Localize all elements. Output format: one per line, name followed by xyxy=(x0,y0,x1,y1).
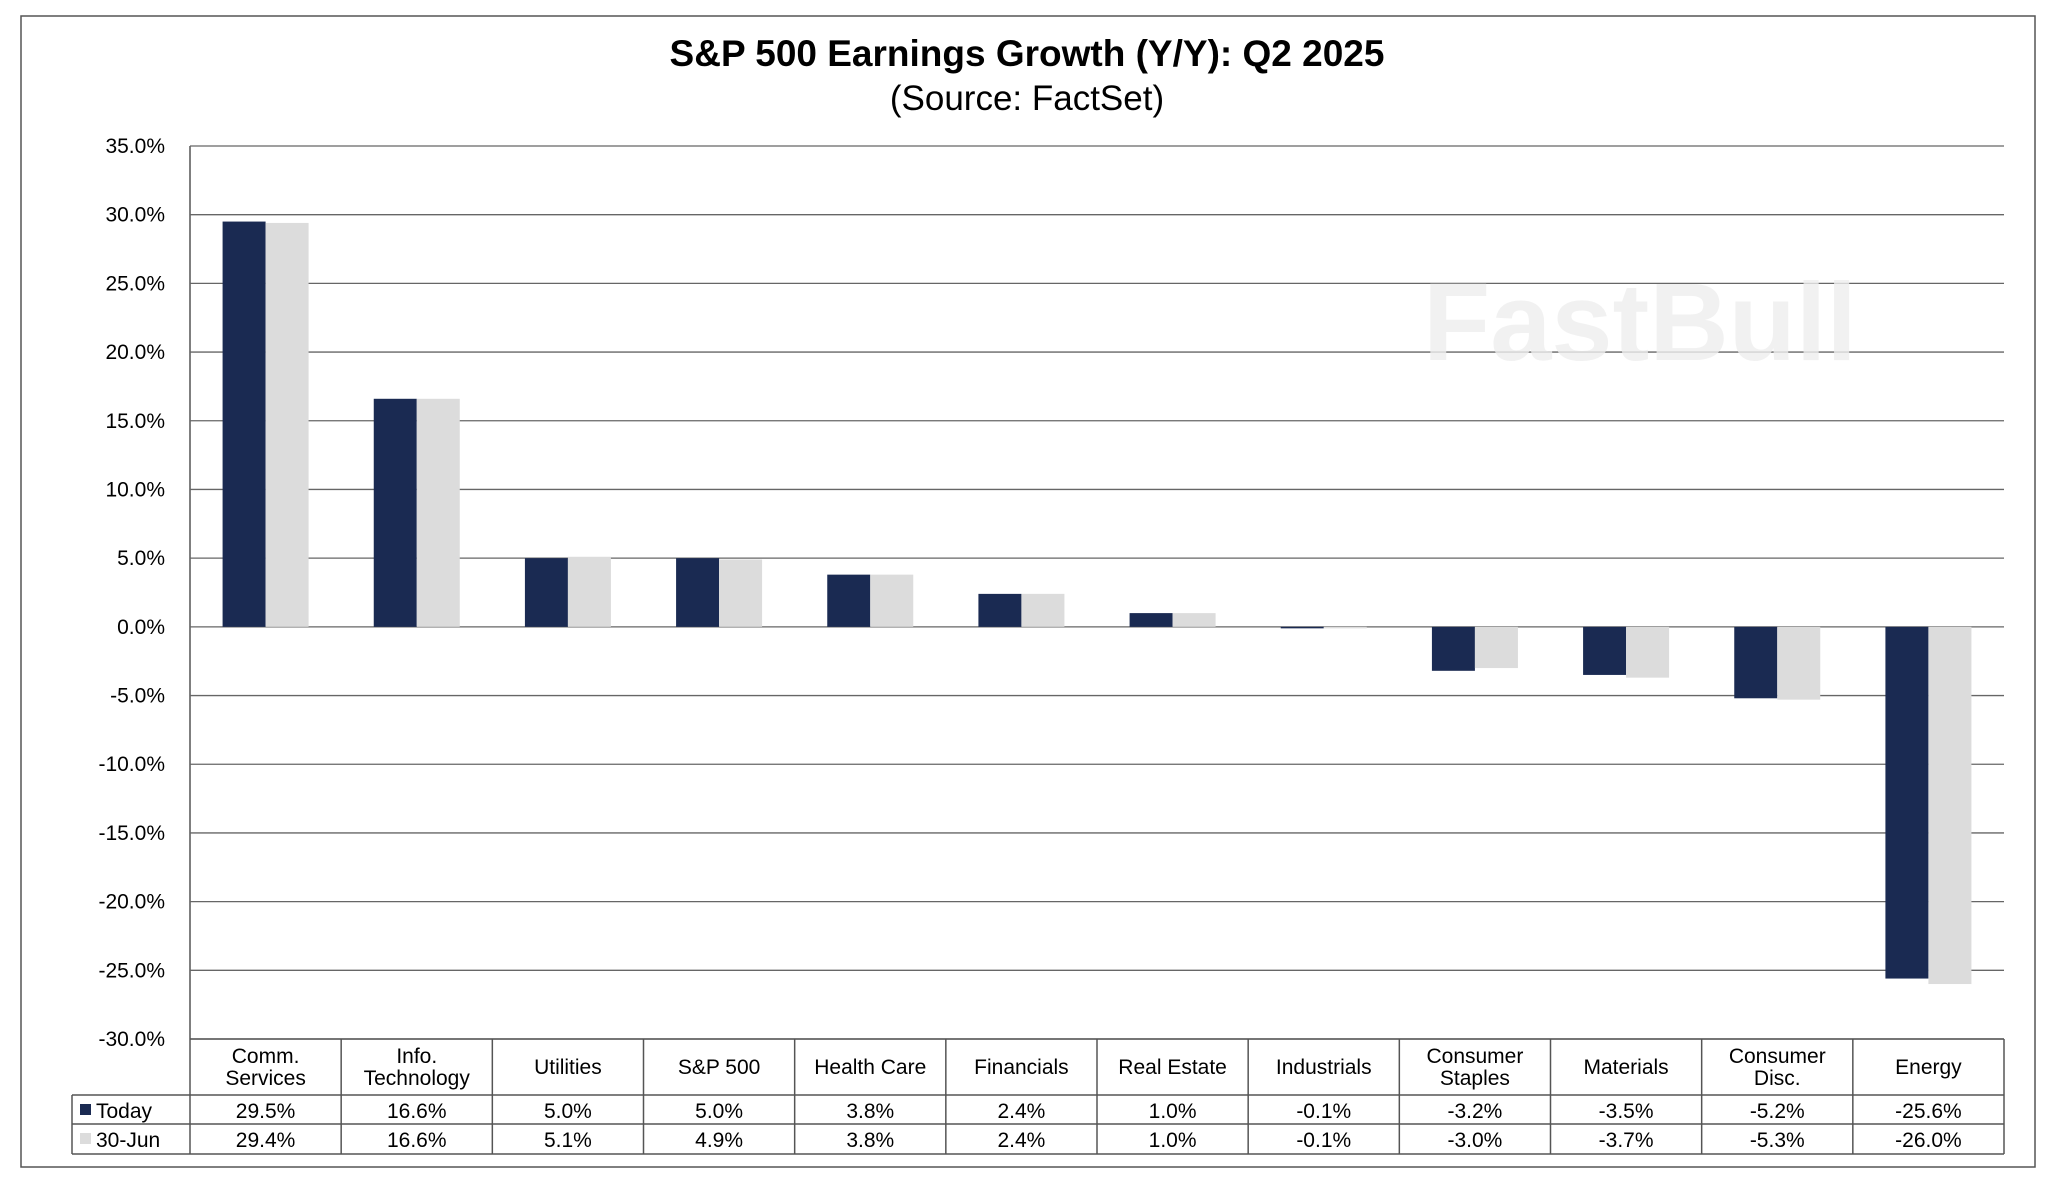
legend-swatch xyxy=(80,1104,91,1115)
table-value: -3.7% xyxy=(1599,1129,1654,1152)
y-tick-label: -10.0% xyxy=(98,753,165,776)
y-tick-label: 15.0% xyxy=(105,410,165,433)
bar-today xyxy=(827,574,871,627)
bar-30-jun xyxy=(719,559,763,627)
y-tick-label: 5.0% xyxy=(117,547,165,570)
bar-30-jun xyxy=(1626,626,1670,678)
legend-label: Today xyxy=(96,1100,153,1123)
y-tick-label: 25.0% xyxy=(105,272,165,295)
bar-today xyxy=(1431,626,1475,671)
category-label: Services xyxy=(225,1067,306,1090)
category-label: Consumer xyxy=(1426,1045,1523,1068)
bar-30-jun xyxy=(1323,626,1367,629)
category-label: Health Care xyxy=(814,1056,926,1079)
bar-30-jun xyxy=(1172,613,1216,627)
category-label: Info. xyxy=(396,1045,437,1068)
table-value: 16.6% xyxy=(387,1129,447,1152)
watermark-logo: FastBull xyxy=(1423,261,1857,384)
category-label: S&P 500 xyxy=(678,1056,761,1079)
bar-today xyxy=(1280,626,1324,629)
y-tick-label: -20.0% xyxy=(98,891,165,914)
table-value: 4.9% xyxy=(695,1129,743,1152)
table-value: 29.5% xyxy=(236,1100,296,1123)
legend-label: 30-Jun xyxy=(96,1129,160,1152)
category-label: Comm. xyxy=(232,1045,300,1068)
y-tick-label: -5.0% xyxy=(110,685,165,708)
category-label: Utilities xyxy=(534,1056,602,1079)
table-value: -3.5% xyxy=(1599,1100,1654,1123)
category-label: Materials xyxy=(1583,1056,1668,1079)
bar-today xyxy=(676,558,720,627)
bar-today xyxy=(1129,613,1173,627)
y-tick-label: 0.0% xyxy=(117,616,165,639)
category-label: Real Estate xyxy=(1118,1056,1227,1079)
y-tick-label: 10.0% xyxy=(105,478,165,501)
y-tick-label: -15.0% xyxy=(98,822,165,845)
table-value: 2.4% xyxy=(997,1100,1045,1123)
bar-today xyxy=(1583,626,1627,675)
category-label: Financials xyxy=(974,1056,1069,1079)
table-value: 3.8% xyxy=(846,1100,894,1123)
y-tick-label: 30.0% xyxy=(105,204,165,227)
bar-30-jun xyxy=(567,556,611,627)
category-label: Energy xyxy=(1895,1056,1962,1079)
table-value: 1.0% xyxy=(1149,1129,1197,1152)
table-value: -25.6% xyxy=(1895,1100,1962,1123)
table-value: -5.3% xyxy=(1750,1129,1805,1152)
table-value: -26.0% xyxy=(1895,1129,1962,1152)
bar-today xyxy=(978,593,1022,627)
table-value: -3.0% xyxy=(1447,1129,1502,1152)
y-tick-label: -25.0% xyxy=(98,959,165,982)
table-value: 16.6% xyxy=(387,1100,447,1123)
table-value: -0.1% xyxy=(1296,1100,1351,1123)
table-value: 29.4% xyxy=(236,1129,296,1152)
category-label: Industrials xyxy=(1276,1056,1372,1079)
bar-30-jun xyxy=(265,222,309,627)
legend-swatch xyxy=(80,1133,91,1144)
y-tick-label: 20.0% xyxy=(105,341,165,364)
table-value: -5.2% xyxy=(1750,1100,1805,1123)
table-value: 5.0% xyxy=(544,1100,592,1123)
bar-today xyxy=(1734,626,1778,699)
table-value: 2.4% xyxy=(997,1129,1045,1152)
table-value: 1.0% xyxy=(1149,1100,1197,1123)
category-label: Disc. xyxy=(1754,1067,1801,1090)
category-label: Technology xyxy=(364,1067,471,1090)
table-value: -3.2% xyxy=(1447,1100,1502,1123)
table-value: 5.0% xyxy=(695,1100,743,1123)
bar-30-jun xyxy=(1928,626,1972,985)
category-label: Staples xyxy=(1440,1067,1510,1090)
y-tick-label: 35.0% xyxy=(105,135,165,158)
chart-subtitle: (Source: FactSet) xyxy=(890,79,1164,118)
bar-30-jun xyxy=(1474,626,1518,669)
table-value: 5.1% xyxy=(544,1129,592,1152)
chart-frame xyxy=(20,15,2036,1168)
category-label: Consumer xyxy=(1729,1045,1826,1068)
bar-30-jun xyxy=(1777,626,1821,700)
chart-title: S&P 500 Earnings Growth (Y/Y): Q2 2025 xyxy=(670,33,1385,74)
table-value: 3.8% xyxy=(846,1129,894,1152)
bar-30-jun xyxy=(416,398,460,627)
bar-30-jun xyxy=(1021,593,1065,627)
bar-today xyxy=(524,558,568,627)
table-value: -0.1% xyxy=(1296,1129,1351,1152)
y-tick-label: -30.0% xyxy=(98,1028,165,1051)
bar-today xyxy=(1885,626,1929,979)
bar-today xyxy=(222,221,266,627)
bar-today xyxy=(373,398,417,627)
bar-30-jun xyxy=(870,574,914,627)
